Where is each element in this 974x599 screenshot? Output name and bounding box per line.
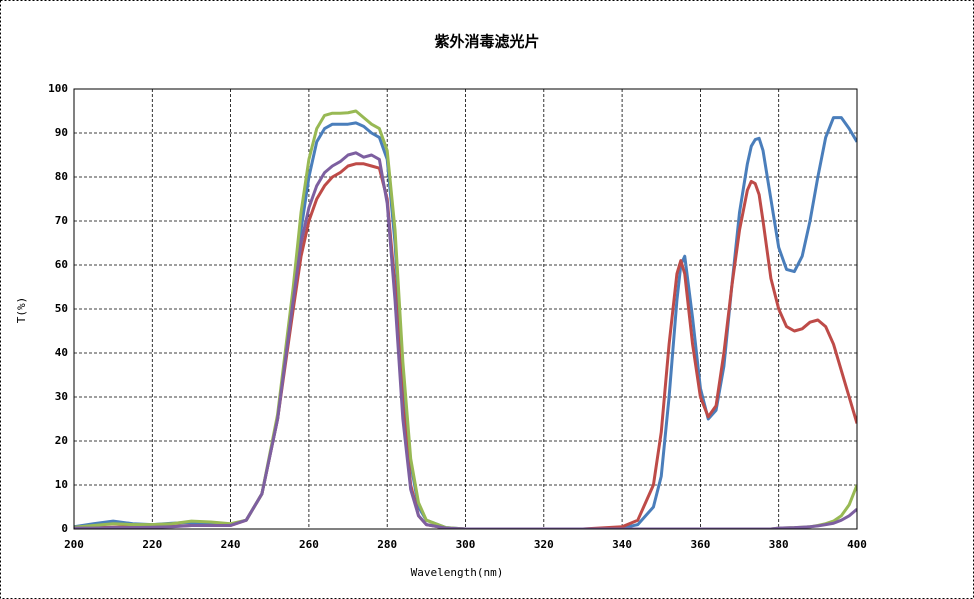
y-tick-label: 80	[55, 170, 68, 183]
x-tick-label: 360	[690, 538, 710, 551]
y-axis-label: T(%)	[15, 297, 28, 324]
x-tick-label: 340	[612, 538, 632, 551]
x-tick-label: 280	[377, 538, 397, 551]
y-tick-label: 70	[55, 214, 68, 227]
x-axis-label: Wavelength(nm)	[411, 566, 504, 579]
y-tick-label: 60	[55, 258, 68, 271]
y-tick-label: 20	[55, 434, 68, 447]
plot-frame	[73, 88, 858, 530]
x-tick-label: 200	[64, 538, 84, 551]
x-tick-label: 400	[847, 538, 867, 551]
x-tick-label: 300	[456, 538, 476, 551]
y-tick-label: 50	[55, 302, 68, 315]
x-tick-label: 380	[769, 538, 789, 551]
x-tick-label: 320	[534, 538, 554, 551]
y-tick-label: 10	[55, 478, 68, 491]
y-tick-label: 100	[48, 82, 68, 95]
x-tick-label: 240	[221, 538, 241, 551]
y-tick-label: 30	[55, 390, 68, 403]
data-line	[74, 151, 857, 529]
y-tick-label: 90	[55, 126, 68, 139]
chart-title: 紫外消毒滤光片	[434, 33, 539, 51]
x-tick-label: 260	[299, 538, 319, 551]
y-tick-label: 0	[61, 522, 68, 535]
x-tick-label: 220	[142, 538, 162, 551]
y-tick-label: 40	[55, 346, 68, 359]
